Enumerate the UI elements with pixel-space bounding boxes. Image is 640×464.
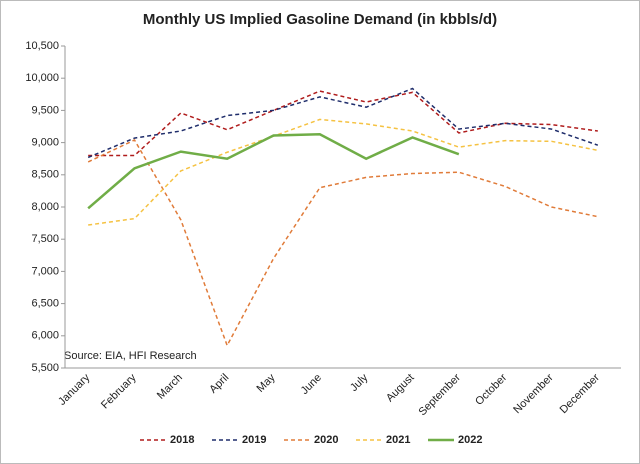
y-tick-label: 7,500 <box>31 233 59 245</box>
legend-label: 2019 <box>242 434 266 446</box>
y-tick-label: 7,000 <box>31 265 59 277</box>
y-tick-label: 10,000 <box>25 72 59 84</box>
y-tick-label: 9,500 <box>31 104 59 116</box>
y-tick-label: 8,500 <box>31 169 59 181</box>
legend-label: 2020 <box>314 434 338 446</box>
legend-label: 2018 <box>170 434 194 446</box>
y-tick-label: 9,000 <box>31 137 59 149</box>
y-tick-label: 6,500 <box>31 298 59 310</box>
y-tick-label: 6,000 <box>31 330 59 342</box>
line-series <box>87 132 460 210</box>
y-tick-label: 5,500 <box>31 362 59 374</box>
line-series <box>88 118 598 226</box>
legend-label: 2022 <box>458 434 482 446</box>
y-tick-label: 10,500 <box>25 40 59 52</box>
annotation: Source: EIA, HFI Research <box>64 350 197 362</box>
line-series <box>87 139 598 348</box>
y-tick-label: 8,000 <box>31 201 59 213</box>
legend-label: 2021 <box>386 434 410 446</box>
line-series <box>88 90 598 157</box>
chart-title: Monthly US Implied Gasoline Demand (in k… <box>143 11 497 28</box>
